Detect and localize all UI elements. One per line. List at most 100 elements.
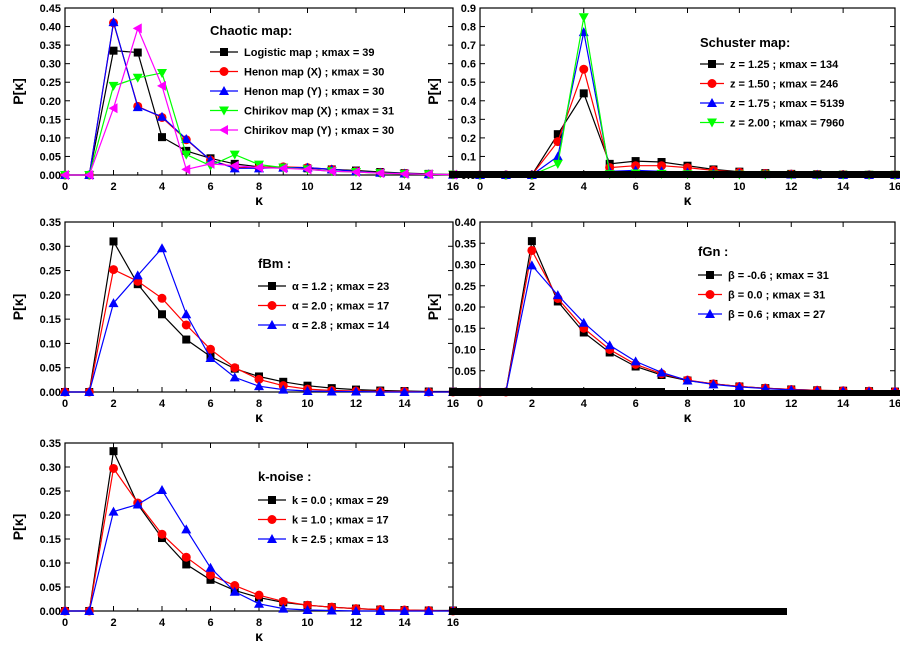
series-line [65, 466, 454, 612]
x-tick-label: 16 [447, 181, 459, 193]
data-point [423, 169, 433, 180]
data-point [254, 374, 264, 384]
x-tick-label: 6 [207, 398, 213, 410]
legend-marker [267, 320, 277, 329]
y-tick-label: 0.10 [40, 558, 61, 570]
data-point [109, 447, 118, 456]
data-point [254, 590, 264, 600]
legend-entry: α = 2.0 ; κmax = 17 [292, 301, 389, 313]
legend: Chaotic map: Logistic map ; κmax = 39 Heno… [210, 23, 394, 137]
data-point [656, 367, 667, 377]
legend-marker [707, 79, 717, 88]
y-tick-label: 0.15 [40, 534, 61, 546]
data-point [229, 586, 240, 596]
y-tick-label: 0.05 [40, 363, 61, 375]
data-point [375, 606, 386, 615]
data-point [181, 134, 192, 144]
data-point [109, 237, 118, 246]
legend-marker [220, 48, 228, 56]
data-point [157, 293, 167, 303]
plot-frame [479, 7, 896, 176]
data-point [132, 73, 143, 83]
y-tick-label: 0.25 [455, 281, 476, 293]
x-tick-label: 12 [785, 398, 797, 410]
data-point [158, 310, 166, 319]
data-point [229, 160, 239, 171]
y-tick-label: 0.30 [455, 260, 476, 272]
data-point [181, 309, 192, 319]
data-point [553, 130, 562, 139]
data-point [631, 157, 640, 166]
data-point [326, 605, 337, 615]
legend-title: fGn : [698, 244, 728, 259]
overlay-bar [449, 608, 787, 615]
legend-marker [706, 271, 714, 279]
y-tick-label: 0.30 [40, 462, 61, 474]
x-tick-label: 4 [581, 181, 588, 193]
legend-marker [705, 309, 715, 318]
x-tick-label: 8 [256, 617, 262, 629]
legend-marker [267, 534, 277, 543]
legend-entry: β = 0.0 ; κmax = 31 [728, 290, 825, 302]
x-tick-label: 12 [350, 398, 362, 410]
x-tick-label: 14 [837, 181, 850, 193]
legend-marker [267, 301, 277, 310]
series-line [65, 21, 454, 176]
data-point [206, 570, 215, 580]
x-tick-label: 12 [350, 617, 362, 629]
data-point [351, 606, 361, 615]
series-2 [60, 265, 458, 397]
data-point [84, 387, 95, 396]
x-axis-label: κ [255, 409, 263, 425]
y-tick-label: 0.40 [455, 217, 476, 229]
x-tick-label: 0 [477, 398, 483, 410]
x-tick-label: 0 [477, 181, 483, 193]
y-axis-label: P[κ] [10, 78, 26, 104]
x-tick-label: 0 [62, 181, 68, 193]
y-tick-label: 0.15 [40, 114, 61, 126]
data-point [132, 23, 142, 34]
x-tick-label: 2 [110, 617, 116, 629]
legend: fBm :α = 1.2 ; κmax = 23 α = 2.0 ; κmax =… [258, 256, 390, 332]
data-point [157, 243, 167, 253]
data-point [552, 290, 563, 300]
data-point [109, 265, 118, 275]
legend-entry: z = 1.50 ; κmax = 246 [730, 79, 838, 91]
data-point [182, 560, 191, 569]
series-line [480, 264, 895, 393]
legend-title: Schuster map: [700, 35, 790, 50]
data-point [278, 384, 289, 394]
data-point [108, 103, 118, 114]
series-line [480, 239, 896, 393]
data-point [206, 344, 215, 354]
legend-entry: β = 0.6 ; κmax = 27 [728, 309, 825, 321]
x-tick-label: 14 [398, 181, 411, 193]
legend-entry: α = 1.2 ; κmax = 23 [292, 281, 389, 293]
y-tick-label: 0.1 [461, 151, 476, 163]
y-tick-label: 0.05 [40, 151, 61, 163]
y-tick-label: 0.5 [461, 77, 476, 89]
legend-entry: α = 2.8 ; κmax = 14 [292, 320, 390, 332]
x-axis-label: κ [684, 192, 692, 208]
legend-entry: Henon map (Y) ; κmax = 30 [244, 86, 384, 98]
legend-marker [705, 290, 715, 299]
legend-entry: z = 1.75 ; κmax = 5139 [730, 98, 844, 110]
x-tick-label: 8 [256, 398, 262, 410]
data-point [109, 46, 118, 55]
x-tick-label: 4 [159, 181, 166, 193]
data-point [205, 158, 215, 169]
legend-marker [708, 60, 716, 68]
x-tick-label: 4 [159, 398, 166, 410]
y-tick-label: 0.35 [40, 438, 61, 450]
data-point [254, 162, 263, 173]
legend-title: fBm : [258, 256, 291, 271]
plot-frame [479, 221, 896, 393]
data-point [302, 164, 312, 175]
data-point [181, 150, 192, 160]
data-point [399, 168, 409, 179]
data-point [133, 48, 142, 57]
data-point [108, 506, 119, 516]
data-point [527, 245, 537, 255]
legend-marker [219, 67, 229, 76]
y-axis-label: P[κ] [425, 294, 441, 320]
